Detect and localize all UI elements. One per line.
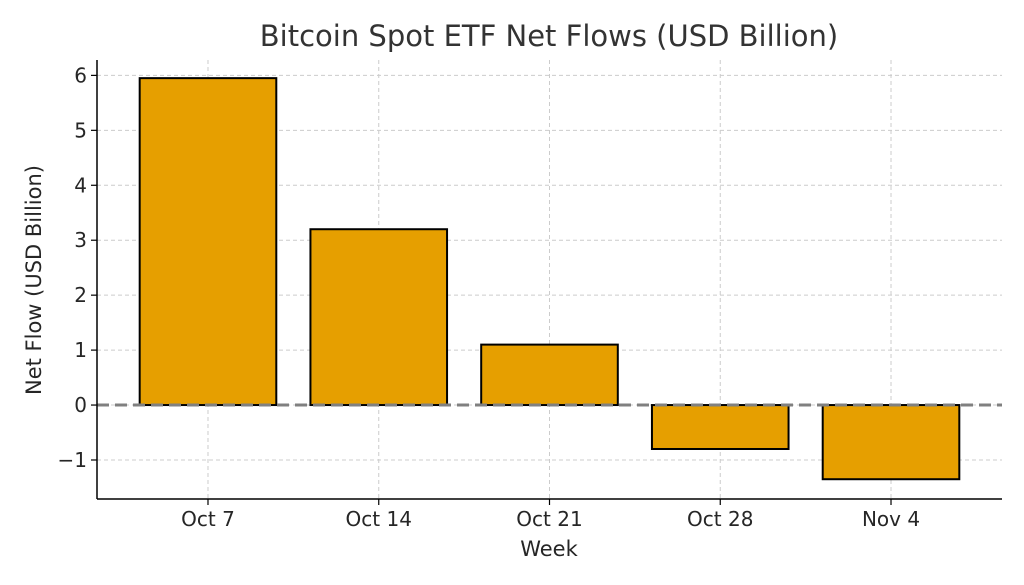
y-tick-label: 6 xyxy=(74,63,87,87)
x-tick-label: Oct 21 xyxy=(516,507,582,531)
x-tick-label: Oct 7 xyxy=(181,507,235,531)
y-tick-label: 0 xyxy=(74,393,87,417)
x-tick-label: Nov 4 xyxy=(862,507,920,531)
bar-oct-21 xyxy=(480,343,619,407)
y-tick-label: 2 xyxy=(74,283,87,307)
y-tick-label: 3 xyxy=(74,228,87,252)
bar-oct-28 xyxy=(650,404,790,451)
y-tick-label: 1 xyxy=(74,338,87,362)
x-axis-label: Week xyxy=(520,537,578,561)
chart-title: Bitcoin Spot ETF Net Flows (USD Billion) xyxy=(260,19,838,53)
bar-oct-14 xyxy=(309,228,449,407)
x-tick-label: Oct 28 xyxy=(687,507,753,531)
bars xyxy=(97,77,1002,481)
y-tick-label: 4 xyxy=(74,173,87,197)
bar-oct-7 xyxy=(138,77,278,407)
y-axis-label: Net Flow (USD Billion) xyxy=(22,165,46,395)
x-tick-label: Oct 14 xyxy=(346,507,412,531)
axes: −1 0 1 2 3 4 5 6 Oct 7 Oct 14 Oct 21 Oct 28 Nov 4 xyxy=(58,60,1002,531)
y-tick-label: 5 xyxy=(74,118,87,142)
bar-nov-4 xyxy=(821,404,961,481)
y-tick-label: −1 xyxy=(58,448,87,472)
